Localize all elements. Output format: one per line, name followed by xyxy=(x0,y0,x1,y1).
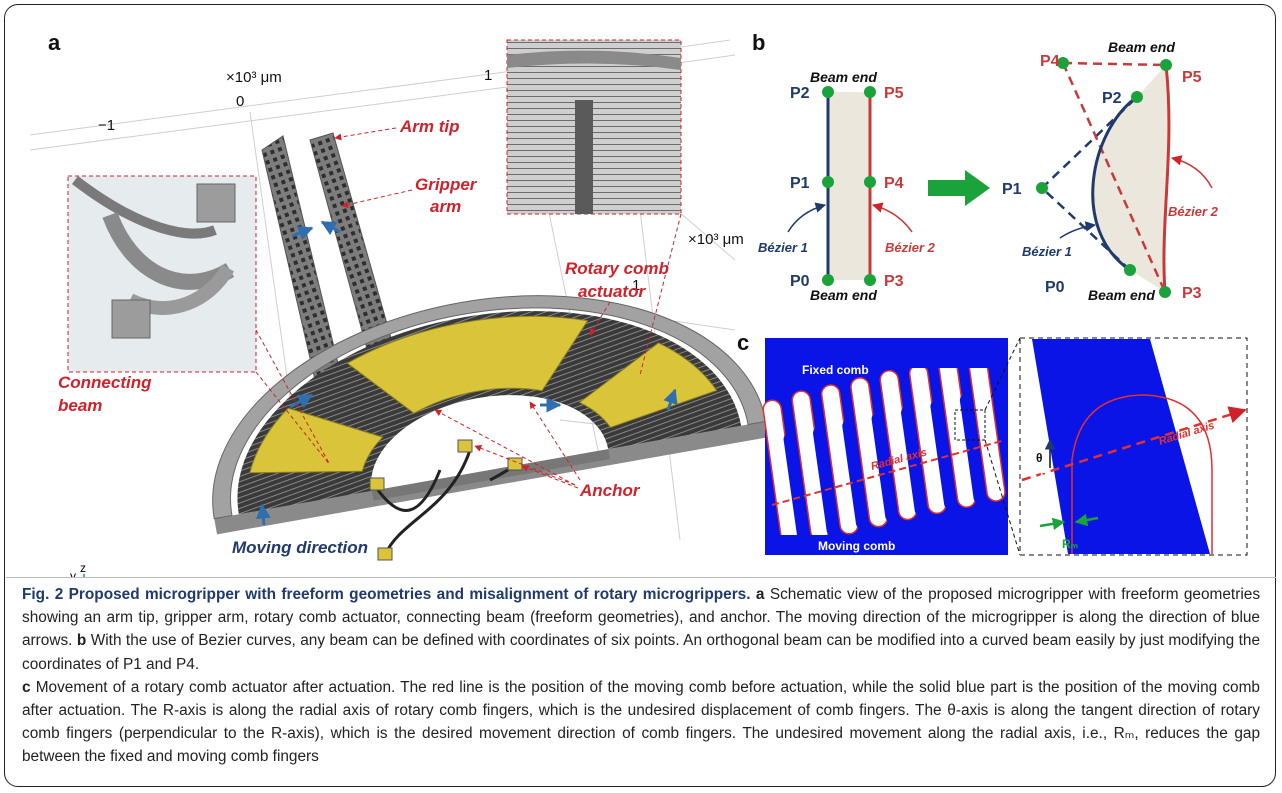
shape xyxy=(1036,182,1048,194)
annotation: Anchor xyxy=(579,481,641,500)
panel-label: b xyxy=(752,30,765,55)
part-text: With the use of Bezier curves, any beam … xyxy=(22,632,1260,672)
bezier-label: Bézier 1 xyxy=(758,240,808,255)
caption-paragraph: Fig. 2 Proposed microgripper with freefo… xyxy=(22,583,1260,676)
separator xyxy=(6,577,1276,578)
axis-triad: y z x xyxy=(70,561,104,578)
transform-arrow xyxy=(928,170,990,206)
shape xyxy=(112,300,150,338)
part-label: a xyxy=(756,586,765,603)
tick-label: 1 xyxy=(484,67,492,84)
point-label: P1 xyxy=(1002,181,1022,198)
figure-title: Proposed microgripper with freeform geom… xyxy=(69,586,751,603)
beam-end-label: Beam end xyxy=(1088,287,1155,303)
point-label: P5 xyxy=(1182,69,1202,86)
annotation: Gripper xyxy=(415,175,478,194)
bezier-label: Bézier 2 xyxy=(1168,204,1219,219)
comb-label: Moving comb xyxy=(818,539,895,553)
beam-end-label: Beam end xyxy=(810,287,877,303)
point-label: P1 xyxy=(790,175,810,192)
shape xyxy=(873,205,912,232)
panel-b: b Beam end Beam end P0 P1 P2 P3 P4 P5 Bé… xyxy=(752,30,1219,303)
point-label: P0 xyxy=(1045,279,1065,296)
shape xyxy=(370,478,384,490)
point-label: P5 xyxy=(884,85,904,102)
point-label: P2 xyxy=(790,85,810,102)
shape xyxy=(822,86,834,98)
shape xyxy=(822,274,834,286)
annotation: Rotary comb xyxy=(565,259,669,278)
figure: a ×10³ μm −1 0 1 ×10³ μm 1 0 xyxy=(0,0,1282,578)
bezier-label: Bézier 2 xyxy=(885,240,936,255)
shape xyxy=(1160,59,1172,71)
page: { "panel_a": { "label": "a", "unit_label… xyxy=(0,0,1282,793)
r-label: R xyxy=(1040,469,1049,483)
annotation: Arm tip xyxy=(399,117,460,136)
panel-c: c Fi xyxy=(737,330,1247,555)
shape xyxy=(1124,264,1136,276)
point-label: P2 xyxy=(1102,90,1122,107)
beam-end-label: Beam end xyxy=(810,69,877,85)
axis-label: z xyxy=(80,561,86,575)
point-label: P4 xyxy=(884,175,904,192)
bezier-label: Bézier 1 xyxy=(1022,244,1072,259)
panel-label: c xyxy=(737,330,749,355)
figure-label: Fig. 2 xyxy=(22,586,63,603)
point-label: P0 xyxy=(790,273,810,290)
annotation: actuator xyxy=(578,282,646,301)
rotary-actuator xyxy=(185,254,769,534)
shape xyxy=(822,176,834,188)
annotation: arm xyxy=(430,197,461,216)
shape xyxy=(864,274,876,286)
rm-label: Rₘ xyxy=(1062,537,1078,551)
point-label: P3 xyxy=(1182,285,1202,302)
annotation: Connecting xyxy=(58,373,152,392)
shape xyxy=(372,449,610,501)
theta-label: θ xyxy=(1036,451,1043,465)
caption: Fig. 2 Proposed microgripper with freefo… xyxy=(22,583,1260,769)
shape xyxy=(262,505,264,525)
comb-label: Fixed comb xyxy=(802,363,869,377)
beam xyxy=(828,92,870,280)
shape xyxy=(458,440,472,452)
panel-label: a xyxy=(48,30,61,55)
part-text: Movement of a rotary comb actuator after… xyxy=(22,679,1260,766)
shape xyxy=(1063,63,1166,65)
part-label: c xyxy=(22,679,31,696)
tick-label: 0 xyxy=(236,93,244,110)
caption-paragraph: c Movement of a rotary comb actuator aft… xyxy=(22,676,1260,769)
shape xyxy=(864,176,876,188)
shape xyxy=(575,100,593,214)
annotation: beam xyxy=(58,396,102,415)
unit-label: ×10³ μm xyxy=(688,231,744,248)
shape xyxy=(1060,225,1095,238)
shape xyxy=(788,205,825,232)
shape xyxy=(864,86,876,98)
shape xyxy=(1131,91,1143,103)
shape xyxy=(197,184,235,222)
shape xyxy=(1159,286,1171,298)
beam-end-label: Beam end xyxy=(1108,39,1175,55)
tick-label: −1 xyxy=(98,117,115,134)
point-label: P4 xyxy=(1040,53,1060,70)
part-label: b xyxy=(77,632,86,649)
unit-label: ×10³ μm xyxy=(226,69,282,86)
point-label: P3 xyxy=(884,273,904,290)
shape xyxy=(1172,158,1212,188)
annotation: Moving direction xyxy=(232,538,368,557)
shape xyxy=(378,548,392,560)
panel-a: a ×10³ μm −1 0 1 ×10³ μm 1 0 xyxy=(30,30,769,578)
shape xyxy=(335,128,396,138)
